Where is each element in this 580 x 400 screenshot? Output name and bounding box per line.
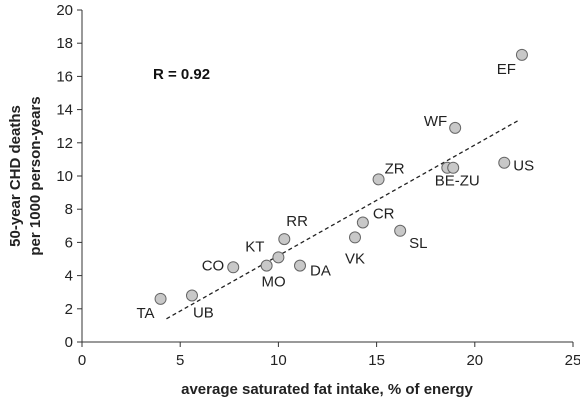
x-tick-label: 5 bbox=[176, 352, 184, 369]
point-label-da: DA bbox=[310, 263, 331, 280]
point-label-ta: TA bbox=[136, 305, 154, 322]
point-label-ef: EF bbox=[497, 61, 516, 78]
y-tick-label: 16 bbox=[56, 68, 73, 85]
y-tick-label: 0 bbox=[65, 334, 73, 351]
correlation-annotation: R = 0.92 bbox=[153, 66, 210, 83]
y-tick-label: 12 bbox=[56, 135, 73, 152]
x-tick-label: 10 bbox=[270, 352, 287, 369]
y-tick-label: 18 bbox=[56, 35, 73, 52]
data-point-ub bbox=[185, 289, 198, 302]
data-point-wf bbox=[449, 121, 462, 134]
data-point-ef bbox=[515, 48, 528, 61]
x-tick-label: 25 bbox=[565, 352, 580, 369]
data-point-us bbox=[498, 156, 511, 169]
point-label-rr: RR bbox=[286, 213, 308, 230]
data-point-zr bbox=[372, 173, 385, 186]
trendline-group bbox=[166, 118, 521, 320]
data-point-mo bbox=[260, 259, 273, 272]
data-point-kt bbox=[272, 251, 285, 264]
point-label-co: CO bbox=[202, 257, 225, 274]
y-axis-title-line-1: 50-year CHD deaths bbox=[7, 105, 24, 247]
point-labels: TA UB CO MO KT RR DA VK CR ZR SL BE-ZU WF US EF bbox=[136, 61, 534, 322]
data-point-ta bbox=[154, 292, 167, 305]
point-label-wf: WF bbox=[424, 113, 447, 130]
y-tick-label: 4 bbox=[65, 268, 73, 285]
data-point-rr bbox=[278, 233, 291, 246]
x-tick-label: 15 bbox=[368, 352, 385, 369]
y-tick-label: 20 bbox=[56, 2, 73, 19]
point-label-be-zu: BE-ZU bbox=[435, 173, 480, 190]
point-label-mo: MO bbox=[262, 274, 286, 291]
y-tick-label: 2 bbox=[65, 301, 73, 318]
y-axis-title: 50-year CHD deaths per 1000 person-years bbox=[7, 96, 44, 255]
y-tick-label: 6 bbox=[65, 234, 73, 251]
data-point-vk bbox=[348, 231, 361, 244]
y-axis-title-line-2: per 1000 person-years bbox=[27, 96, 44, 255]
y-tick-label: 10 bbox=[56, 168, 73, 185]
point-label-us: US bbox=[513, 158, 534, 175]
point-label-kt: KT bbox=[245, 238, 264, 255]
point-label-ub: UB bbox=[193, 305, 214, 322]
data-point-co bbox=[227, 261, 240, 274]
y-tick-label: 8 bbox=[65, 201, 73, 218]
data-points bbox=[154, 48, 528, 305]
point-label-zr: ZR bbox=[385, 160, 405, 177]
x-tick-label: 20 bbox=[466, 352, 483, 369]
point-label-cr: CR bbox=[373, 205, 395, 222]
x-axis-title: average saturated fat intake, % of energ… bbox=[181, 381, 473, 398]
data-point-sl bbox=[394, 224, 407, 237]
data-point-zu bbox=[447, 161, 460, 174]
axes: 0 2 4 6 8 10 12 14 16 18 20 0 5 10 15 20 25 bbox=[56, 2, 580, 369]
data-point-cr bbox=[356, 216, 369, 229]
point-label-sl: SL bbox=[409, 235, 427, 252]
data-point-da bbox=[294, 259, 307, 272]
y-tick-label: 14 bbox=[56, 102, 73, 119]
x-tick-label: 0 bbox=[78, 352, 86, 369]
point-label-vk: VK bbox=[345, 250, 365, 267]
trendline bbox=[166, 118, 521, 320]
